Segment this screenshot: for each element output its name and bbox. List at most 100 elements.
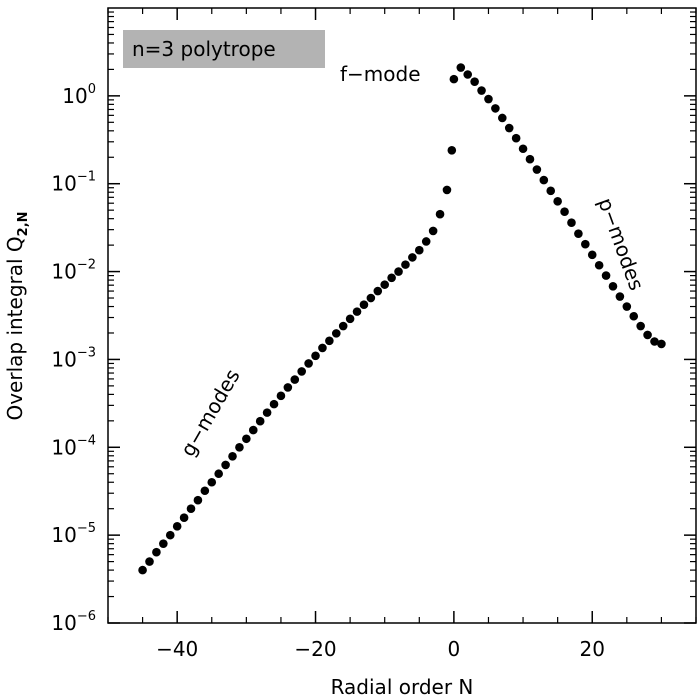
data-point	[352, 307, 362, 316]
data-point	[159, 539, 168, 548]
data-point	[366, 293, 376, 303]
data-point	[214, 469, 223, 479]
data-point	[601, 271, 611, 280]
data-point	[449, 74, 459, 84]
x-tick-label: 0	[448, 637, 461, 661]
data-point	[276, 391, 286, 401]
data-point	[594, 260, 604, 270]
data-point	[456, 63, 466, 72]
data-point	[331, 329, 341, 338]
data-point	[629, 311, 639, 321]
data-point	[186, 504, 196, 513]
data-point	[228, 451, 237, 461]
y-axis-title: Overlap integral Q2,N	[3, 211, 31, 420]
data-point	[387, 273, 396, 283]
data-point	[532, 165, 542, 174]
data-points	[138, 63, 666, 575]
data-point	[622, 302, 632, 311]
data-point	[608, 281, 618, 291]
data-point	[447, 146, 457, 155]
data-point	[574, 229, 583, 238]
data-point	[373, 286, 383, 296]
data-point	[338, 321, 348, 331]
data-point	[311, 351, 320, 361]
y-tick-label: 10−4	[51, 433, 96, 459]
data-point	[421, 237, 431, 246]
data-point	[152, 547, 161, 557]
data-point	[304, 359, 313, 368]
data-point	[435, 209, 445, 219]
data-point	[615, 292, 625, 301]
data-point	[262, 408, 272, 417]
data-point	[235, 442, 244, 452]
y-tick-label: 10−2	[51, 258, 96, 284]
data-point	[248, 425, 258, 435]
legend-box-label: n=3 polytrope	[132, 37, 276, 61]
data-point	[636, 321, 645, 331]
data-point	[428, 226, 438, 236]
data-point	[539, 175, 549, 185]
annotation-p-modes: p−modes	[593, 195, 649, 294]
data-point	[179, 513, 189, 522]
data-point	[283, 383, 293, 392]
annotation-g-modes: g−modes	[176, 365, 245, 461]
data-point	[567, 218, 576, 227]
y-tick-label: 100	[62, 82, 96, 108]
x-axis-title: Radial order N	[331, 675, 474, 699]
data-point	[165, 530, 175, 540]
data-point	[560, 207, 569, 217]
data-point	[470, 77, 479, 86]
data-point	[442, 185, 452, 195]
annotation-f-mode: f−mode	[340, 62, 421, 86]
data-point	[401, 260, 410, 269]
data-point	[255, 416, 265, 426]
data-point	[414, 245, 424, 255]
y-tick-label: 10−1	[51, 170, 96, 196]
y-axis-title-main: Overlap integral Q	[3, 236, 27, 420]
data-point	[394, 267, 403, 276]
x-tick-label: 20	[580, 637, 605, 661]
data-point	[345, 314, 355, 324]
data-point	[221, 460, 230, 470]
data-point	[463, 70, 473, 79]
y-tick-label: 10−5	[51, 521, 96, 547]
x-tick-label: −40	[156, 637, 198, 661]
data-point	[587, 250, 597, 260]
data-point	[581, 239, 590, 249]
legend-box-background	[123, 30, 325, 68]
data-point	[477, 86, 486, 95]
data-point	[650, 337, 659, 346]
data-point	[318, 343, 327, 353]
y-tick-label: 10−3	[51, 345, 96, 371]
data-point	[138, 565, 147, 575]
y-axis-title-subscript: 2,N	[16, 211, 31, 236]
data-point	[504, 123, 514, 133]
axis-ticks: −40 −20 0 20 100 10−1 10−2 10−3 10−4 10−5 10−6	[51, 8, 697, 661]
data-point	[359, 300, 369, 309]
y-tick-label: 10−6	[51, 609, 96, 635]
data-point	[511, 133, 521, 143]
legend-box: n=3 polytrope	[123, 30, 325, 68]
data-point	[553, 197, 562, 206]
data-point	[145, 557, 154, 566]
data-point	[657, 339, 666, 349]
data-point	[297, 367, 306, 376]
data-point	[290, 375, 300, 384]
data-point	[408, 253, 417, 262]
plot-frame	[107, 7, 697, 624]
data-point	[242, 434, 251, 444]
data-point	[643, 330, 652, 340]
data-point	[325, 336, 334, 346]
data-point	[518, 144, 528, 154]
data-point	[546, 186, 556, 196]
data-point	[380, 280, 390, 289]
data-point	[193, 495, 203, 505]
data-point	[269, 399, 279, 409]
x-tick-label: −20	[294, 637, 336, 661]
data-point	[498, 113, 507, 123]
data-point	[172, 522, 182, 531]
data-point	[200, 486, 210, 496]
data-point	[207, 477, 217, 487]
data-point	[525, 154, 535, 164]
